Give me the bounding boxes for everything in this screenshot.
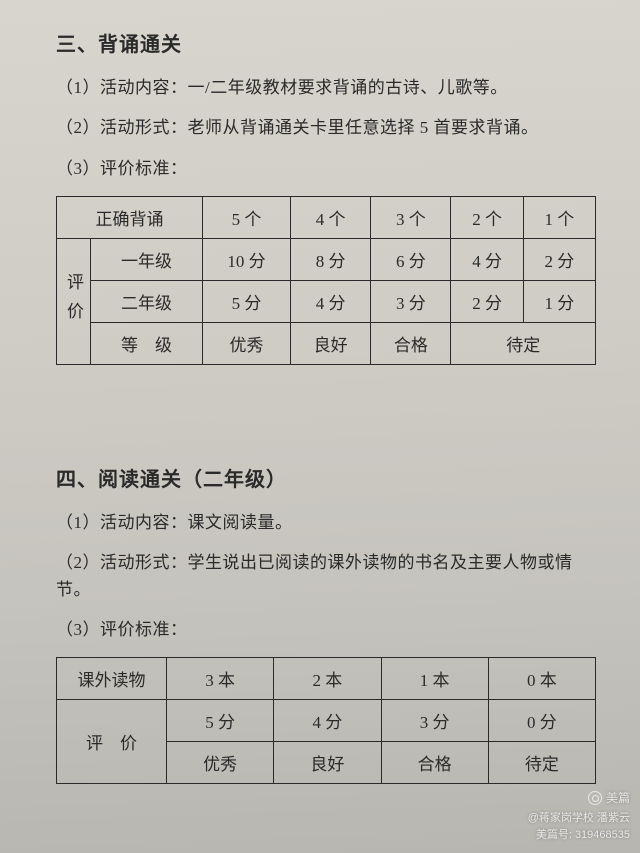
cell: 4 分	[291, 281, 371, 323]
table-row: 等 级 优秀 良好 合格 待定	[57, 323, 596, 365]
cell-rowgroup: 评价	[57, 239, 91, 365]
table-row: 课外读物 3 本 2 本 1 本 0 本	[57, 658, 596, 700]
cell: 2 分	[523, 239, 595, 281]
cell: 10 分	[202, 239, 290, 281]
section4-item1: （1）活动内容：课文阅读量。	[56, 510, 596, 536]
watermark-id: 美篇号: 319468535	[536, 829, 630, 841]
cell: 1 个	[523, 197, 595, 239]
cell: 待定	[451, 323, 596, 365]
cell: 2 本	[274, 658, 381, 700]
table-row: 正确背诵 5 个 4 个 3 个 2 个 1 个	[57, 197, 596, 239]
cell: 待定	[488, 742, 595, 784]
table-row: 二年级 5 分 4 分 3 分 2 分 1 分	[57, 281, 596, 323]
section4-item2: （2）活动形式：学生说出已阅读的课外读物的书名及主要人物或情节。	[56, 550, 596, 603]
watermark-logo: 美篇	[588, 789, 630, 807]
cell: 4 分	[451, 239, 523, 281]
cell: 一年级	[91, 239, 203, 281]
cell: 5 分	[167, 700, 274, 742]
cell: 5 分	[202, 281, 290, 323]
cell: 3 分	[371, 281, 451, 323]
section3-item3: （3）评价标准：	[56, 156, 596, 182]
cell: 8 分	[291, 239, 371, 281]
cell: 0 分	[488, 700, 595, 742]
cell: 4 分	[274, 700, 381, 742]
section3-item1: （1）活动内容：一/二年级教材要求背诵的古诗、儿歌等。	[56, 75, 596, 101]
watermark-brand: 美篇	[606, 789, 630, 807]
section3-table: 正确背诵 5 个 4 个 3 个 2 个 1 个 评价 一年级 10 分 8 分…	[56, 196, 596, 365]
cell: 2 分	[451, 281, 523, 323]
cell: 0 本	[488, 658, 595, 700]
cell: 合格	[371, 323, 451, 365]
watermark-author: @蒋家岗学校 潘紫云	[528, 812, 630, 824]
cell: 1 本	[381, 658, 488, 700]
section3-title: 三、背诵通关	[56, 28, 596, 57]
cell: 5 个	[202, 197, 290, 239]
cell: 良好	[291, 323, 371, 365]
cell: 优秀	[202, 323, 290, 365]
section4-table: 课外读物 3 本 2 本 1 本 0 本 评 价 5 分 4 分 3 分 0 分…	[56, 657, 596, 784]
table-row: 评 价 5 分 4 分 3 分 0 分	[57, 700, 596, 742]
cell: 正确背诵	[57, 197, 203, 239]
cell: 二年级	[91, 281, 203, 323]
section3-item2: （2）活动形式：老师从背诵通关卡里任意选择 5 首要求背诵。	[56, 115, 596, 141]
cell: 等 级	[91, 323, 203, 365]
cell: 良好	[274, 742, 381, 784]
cell: 3 本	[167, 658, 274, 700]
section4-title: 四、阅读通关（二年级）	[56, 463, 596, 492]
cell-rowgroup: 评 价	[57, 700, 167, 784]
cell: 4 个	[291, 197, 371, 239]
cell: 合格	[381, 742, 488, 784]
cell: 优秀	[167, 742, 274, 784]
cell: 6 分	[371, 239, 451, 281]
cell: 课外读物	[57, 658, 167, 700]
section4-item3: （3）评价标准：	[56, 617, 596, 643]
meipian-icon	[588, 791, 602, 805]
table-row: 评价 一年级 10 分 8 分 6 分 4 分 2 分	[57, 239, 596, 281]
cell: 1 分	[523, 281, 595, 323]
cell: 2 个	[451, 197, 523, 239]
section-gap	[56, 405, 596, 463]
cell: 3 个	[371, 197, 451, 239]
watermark: 美篇 @蒋家岗学校 潘紫云 美篇号: 319468535	[528, 789, 630, 844]
cell: 3 分	[381, 700, 488, 742]
